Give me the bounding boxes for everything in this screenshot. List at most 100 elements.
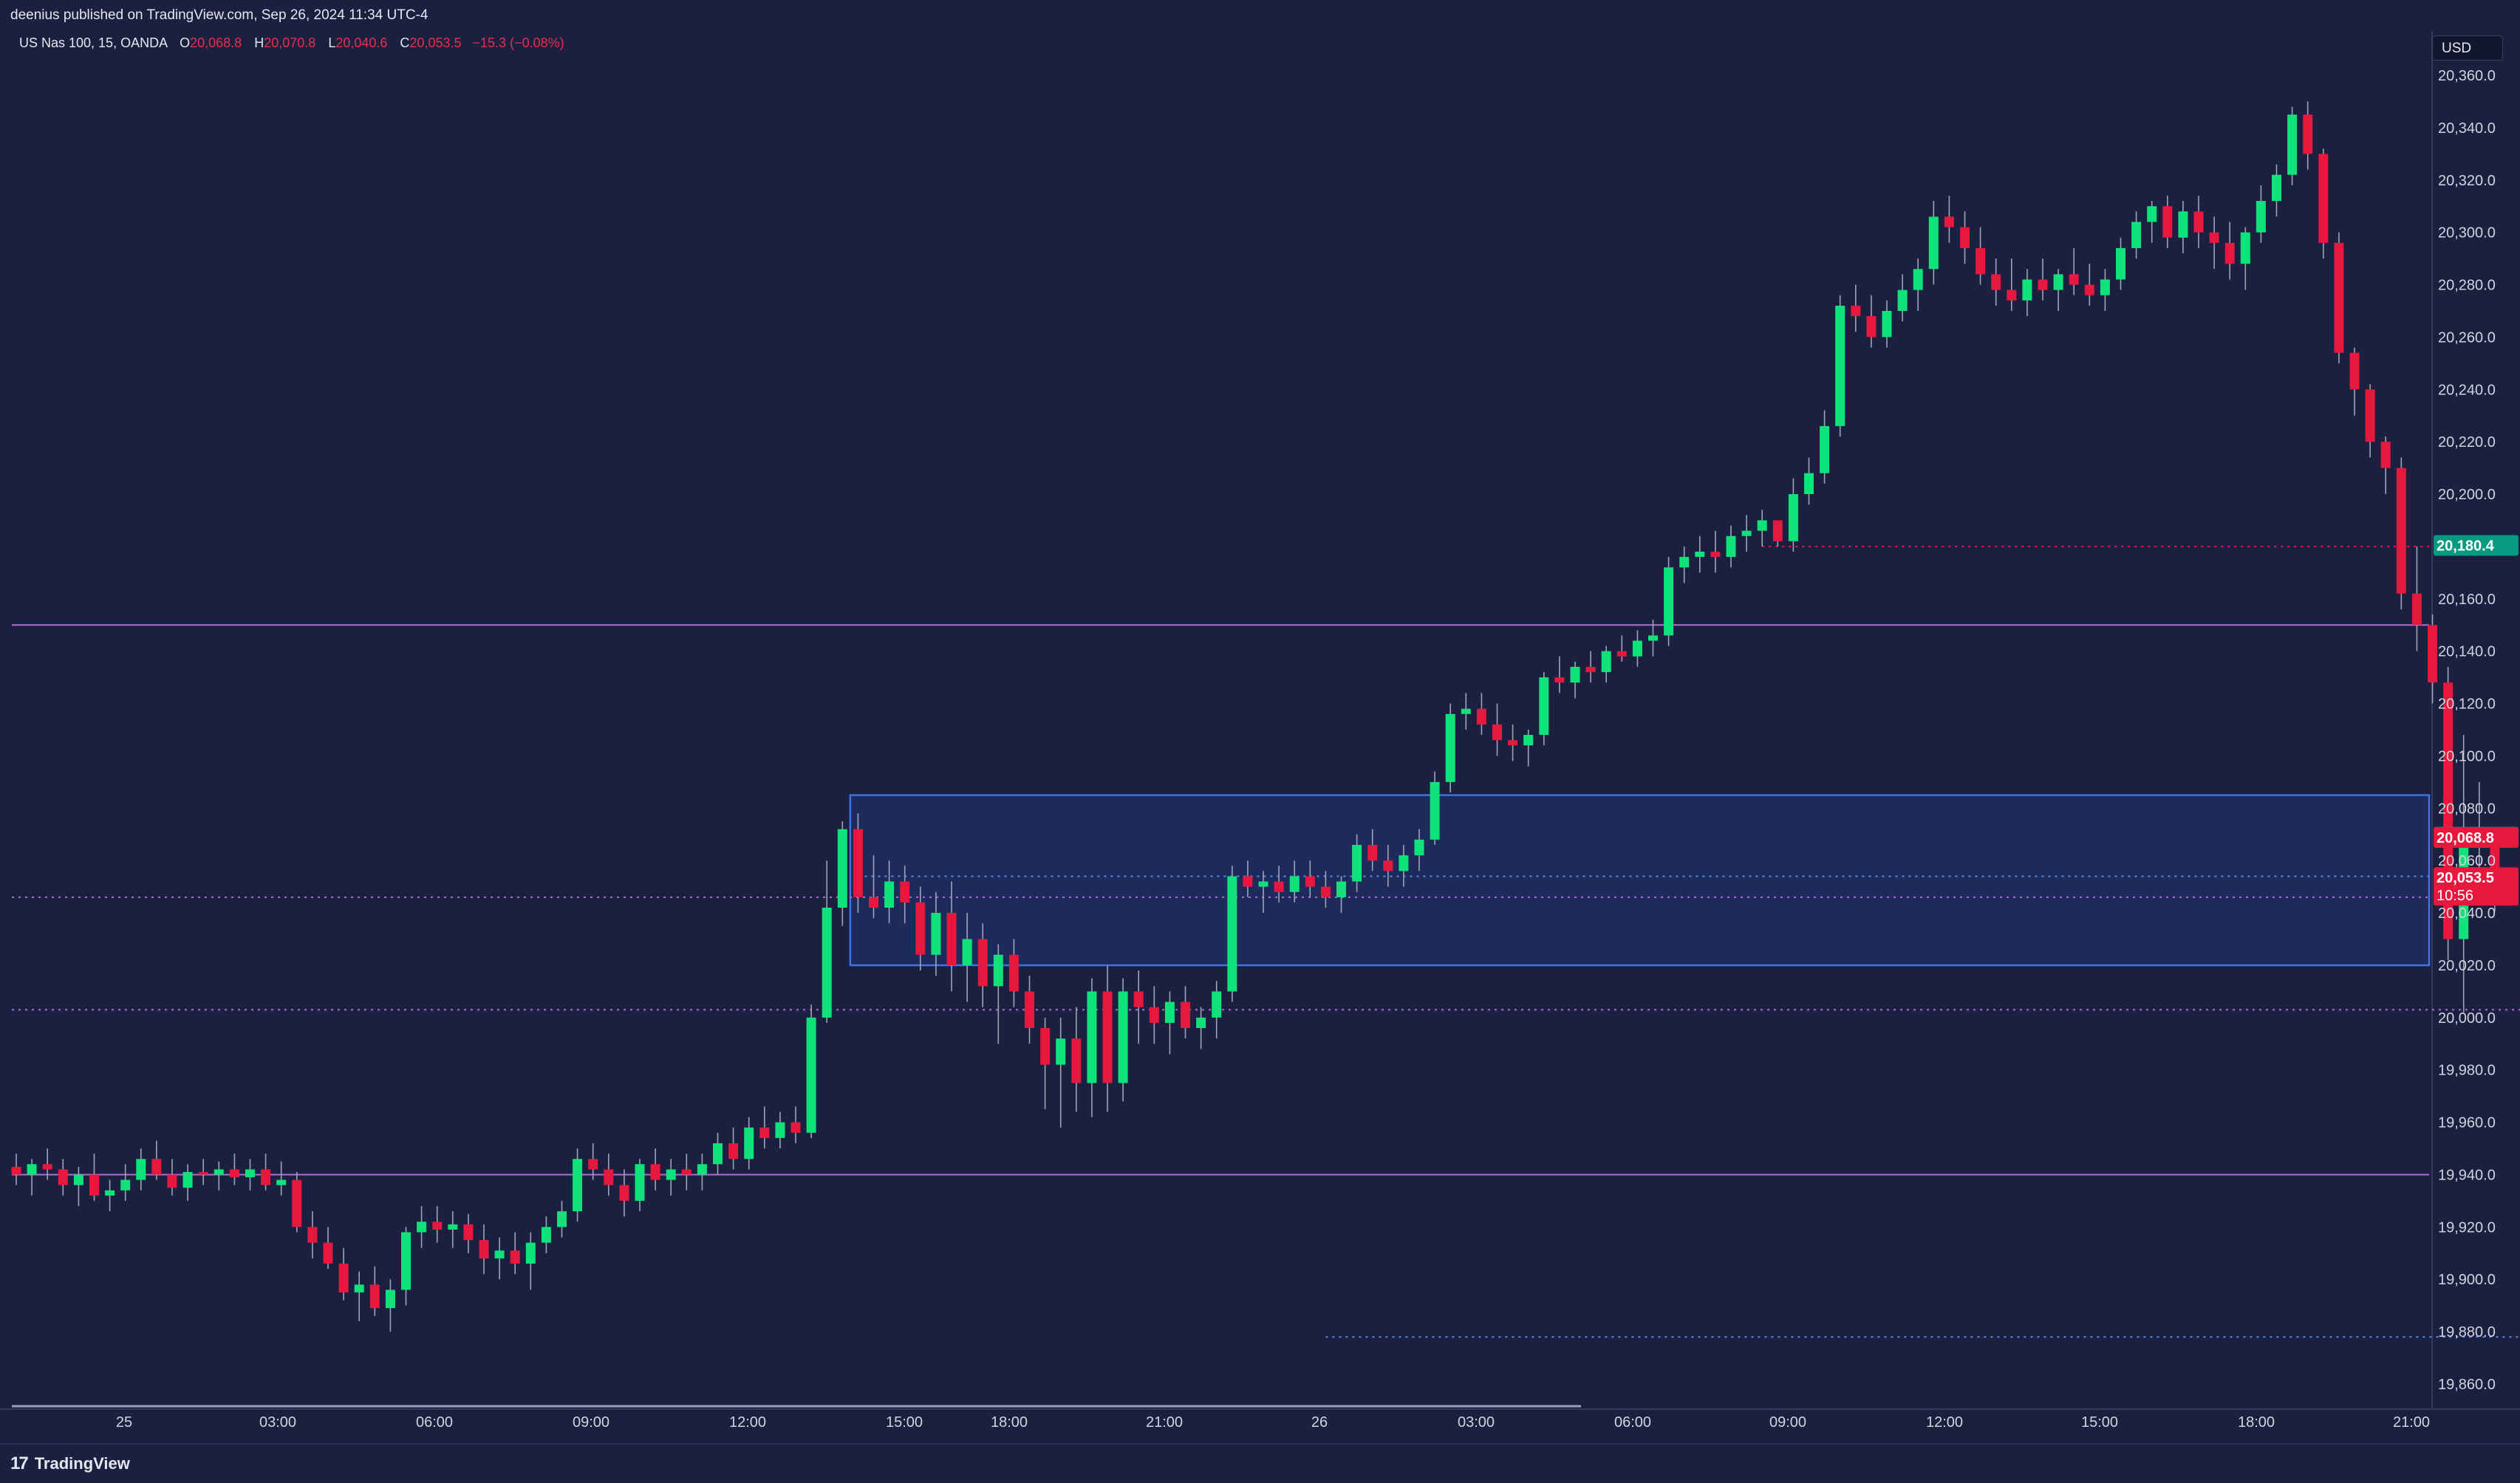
candle-body[interactable] [837, 829, 847, 908]
candle-body[interactable] [666, 1169, 676, 1180]
candle-body[interactable] [2162, 206, 2173, 238]
candle-body[interactable] [946, 913, 957, 965]
candle-body[interactable] [1383, 860, 1393, 871]
candle-body[interactable] [977, 939, 988, 987]
candle-body[interactable] [1757, 520, 1767, 531]
candle-body[interactable] [136, 1159, 146, 1180]
candle-body[interactable] [1835, 305, 1845, 426]
candle-body[interactable] [151, 1159, 162, 1175]
candle-body[interactable] [1087, 991, 1097, 1083]
candle-body[interactable] [276, 1179, 287, 1185]
candle-body[interactable] [1508, 740, 1518, 746]
candle-body[interactable] [541, 1227, 551, 1243]
candle-body[interactable] [448, 1224, 458, 1230]
candle-body[interactable] [2256, 201, 2266, 233]
candle-body[interactable] [1648, 635, 1658, 641]
candle-body[interactable] [1710, 552, 1721, 558]
candle-body[interactable] [2053, 274, 2063, 290]
candle-body[interactable] [229, 1169, 239, 1178]
candle-body[interactable] [338, 1263, 349, 1292]
candle-body[interactable] [354, 1284, 364, 1292]
candle-body[interactable] [1820, 425, 1830, 473]
candle-body[interactable] [1133, 991, 1144, 1007]
candle-body[interactable] [759, 1127, 770, 1138]
candle-body[interactable] [1071, 1038, 1082, 1083]
candle-body[interactable] [2411, 593, 2422, 626]
candle-body[interactable] [1399, 855, 1409, 871]
candle-body[interactable] [105, 1190, 115, 1196]
candle-body[interactable] [58, 1169, 68, 1185]
candle-body[interactable] [463, 1224, 474, 1241]
candle-body[interactable] [1679, 557, 1690, 568]
candle-body[interactable] [1227, 876, 1237, 992]
candle-body[interactable] [1866, 316, 1877, 338]
candle-body[interactable] [307, 1227, 318, 1243]
candle-body[interactable] [525, 1242, 536, 1264]
candle-body[interactable] [1181, 1001, 1190, 1029]
candle-body[interactable] [1352, 844, 1362, 882]
candle-body[interactable] [11, 1166, 21, 1175]
candle-body[interactable] [2380, 442, 2391, 468]
candle-body[interactable] [2349, 352, 2360, 390]
candle-body[interactable] [1788, 494, 1798, 541]
candle-body[interactable] [2209, 232, 2219, 243]
candle-body[interactable] [2287, 114, 2298, 175]
candle-body[interactable] [2022, 279, 2032, 301]
candle-body[interactable] [1523, 735, 1534, 746]
candle-body[interactable] [650, 1164, 660, 1180]
candle-body[interactable] [900, 881, 910, 903]
candle-body[interactable] [1212, 991, 1222, 1018]
candle-body[interactable] [869, 897, 878, 908]
candle-body[interactable] [1492, 724, 1502, 741]
candle-body[interactable] [2116, 247, 2125, 280]
candle-body[interactable] [1102, 991, 1113, 1083]
candle-body[interactable] [2100, 279, 2110, 295]
candle-body[interactable] [1258, 881, 1268, 887]
candle-body[interactable] [1164, 1001, 1175, 1023]
candle-body[interactable] [198, 1171, 208, 1175]
candle-body[interactable] [42, 1164, 52, 1170]
candle-body[interactable] [822, 907, 832, 1018]
candle-body[interactable] [1539, 677, 1549, 736]
candle-body[interactable] [2240, 232, 2250, 264]
candle-body[interactable] [1928, 216, 1939, 270]
candle-body[interactable] [2038, 279, 2048, 290]
candle-body[interactable] [2193, 211, 2204, 233]
currency-selector[interactable]: USD [2432, 35, 2503, 61]
candle-body[interactable] [2084, 284, 2094, 295]
candle-body[interactable] [2318, 154, 2329, 243]
candle-body[interactable] [1913, 269, 1923, 290]
candle-body[interactable] [479, 1240, 489, 1258]
candle-body[interactable] [1897, 290, 1908, 311]
candle-body[interactable] [385, 1290, 395, 1309]
symbol-legend[interactable]: US Nas 100, 15, OANDA O20,068.8 H20,070.… [19, 35, 564, 51]
candle-body[interactable] [245, 1169, 255, 1178]
candle-body[interactable] [1196, 1017, 1206, 1029]
candle-body[interactable] [1960, 227, 1970, 248]
candle-body[interactable] [1726, 535, 1736, 558]
candle-body[interactable] [369, 1284, 380, 1309]
candle-body[interactable] [1414, 839, 1424, 856]
candle-body[interactable] [417, 1222, 427, 1233]
candle-body[interactable] [1976, 247, 1986, 275]
candle-body[interactable] [853, 829, 863, 897]
candle-body[interactable] [1040, 1028, 1051, 1065]
candle-body[interactable] [1772, 520, 1783, 541]
candle-body[interactable] [1570, 666, 1580, 683]
candle-body[interactable] [931, 913, 941, 955]
candle-body[interactable] [806, 1017, 816, 1133]
candle-body[interactable] [915, 902, 926, 955]
candle-body[interactable] [1243, 876, 1253, 887]
candle-body[interactable] [728, 1143, 739, 1160]
candle-body[interactable] [1741, 530, 1752, 536]
candle-body[interactable] [1274, 881, 1284, 892]
candle-body[interactable] [1008, 954, 1019, 992]
candle-body[interactable] [261, 1169, 271, 1185]
chart-area[interactable]: True Day OpenPDHD OPENPWHPDL19,860.019,8… [0, 31, 2520, 1443]
candle-body[interactable] [604, 1169, 614, 1185]
candle-body[interactable] [557, 1211, 567, 1227]
candle-body[interactable] [401, 1232, 411, 1290]
candle-body[interactable] [89, 1174, 99, 1196]
candle-body[interactable] [182, 1171, 193, 1188]
candle-body[interactable] [619, 1185, 629, 1201]
